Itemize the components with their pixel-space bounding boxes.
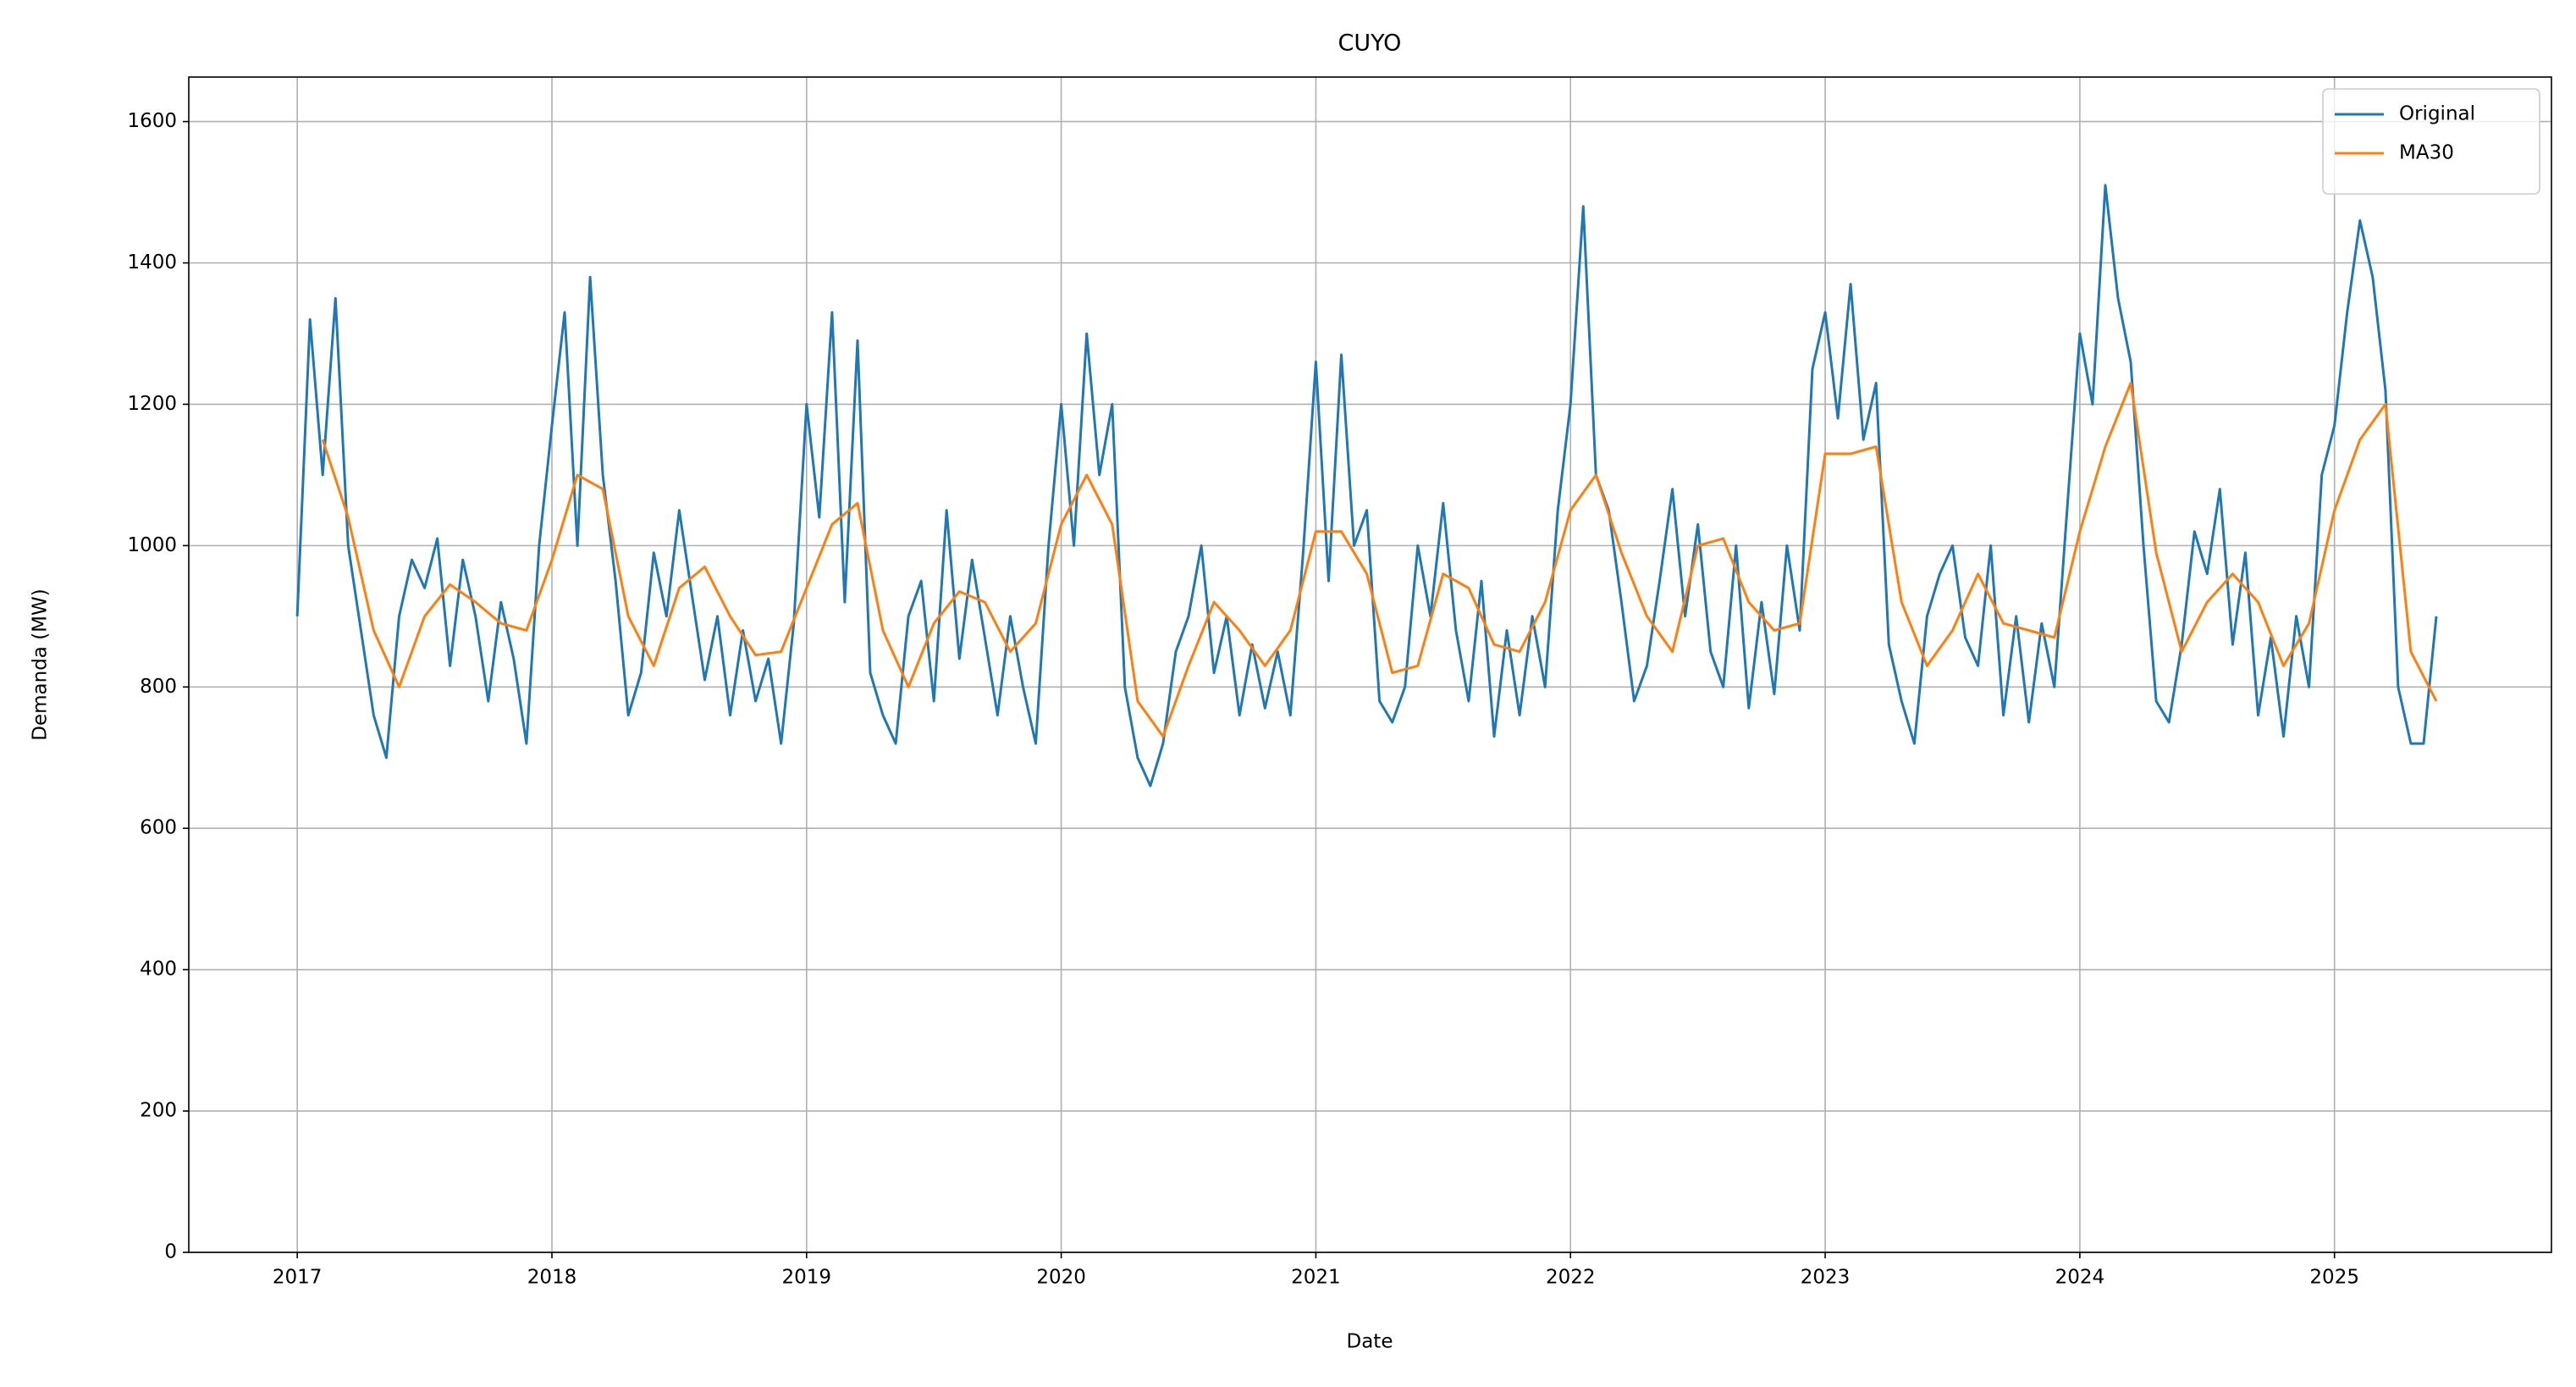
line-series — [295, 184, 2438, 787]
x-tick-label: 2020 — [1036, 1267, 1086, 1289]
y-axis-label: Demanda (MW) — [30, 589, 52, 740]
y-tick-label: 1200 — [127, 393, 177, 415]
y-tick-label: 1400 — [127, 251, 177, 274]
legend: Original MA30 — [2322, 88, 2540, 195]
y-tick-label: 200 — [140, 1100, 177, 1122]
x-tick-label: 2018 — [527, 1267, 577, 1289]
legend-label: Original — [2399, 103, 2475, 125]
x-tick-label: 2022 — [1546, 1267, 1596, 1289]
legend-label: MA30 — [2399, 142, 2454, 164]
y-tick-label: 1000 — [127, 534, 177, 556]
chart-title: CUYO — [1338, 30, 1402, 57]
x-tick-label: 2025 — [2309, 1267, 2359, 1289]
y-tick-label: 800 — [140, 676, 177, 698]
x-tick-label: 2019 — [782, 1267, 832, 1289]
x-tick-label: 2024 — [2055, 1267, 2105, 1289]
line-series — [321, 381, 2438, 738]
y-tick-label: 400 — [140, 959, 177, 981]
y-tick-label: 1600 — [127, 110, 177, 132]
y-tick-label: 600 — [140, 817, 177, 839]
y-tick-label: 0 — [164, 1241, 177, 1263]
x-axis-label: Date — [1347, 1331, 1393, 1353]
x-tick-label: 2017 — [273, 1267, 323, 1289]
plot-frame — [188, 76, 2552, 1253]
x-tick-label: 2021 — [1291, 1267, 1341, 1289]
x-tick-label: 2023 — [1801, 1267, 1851, 1289]
